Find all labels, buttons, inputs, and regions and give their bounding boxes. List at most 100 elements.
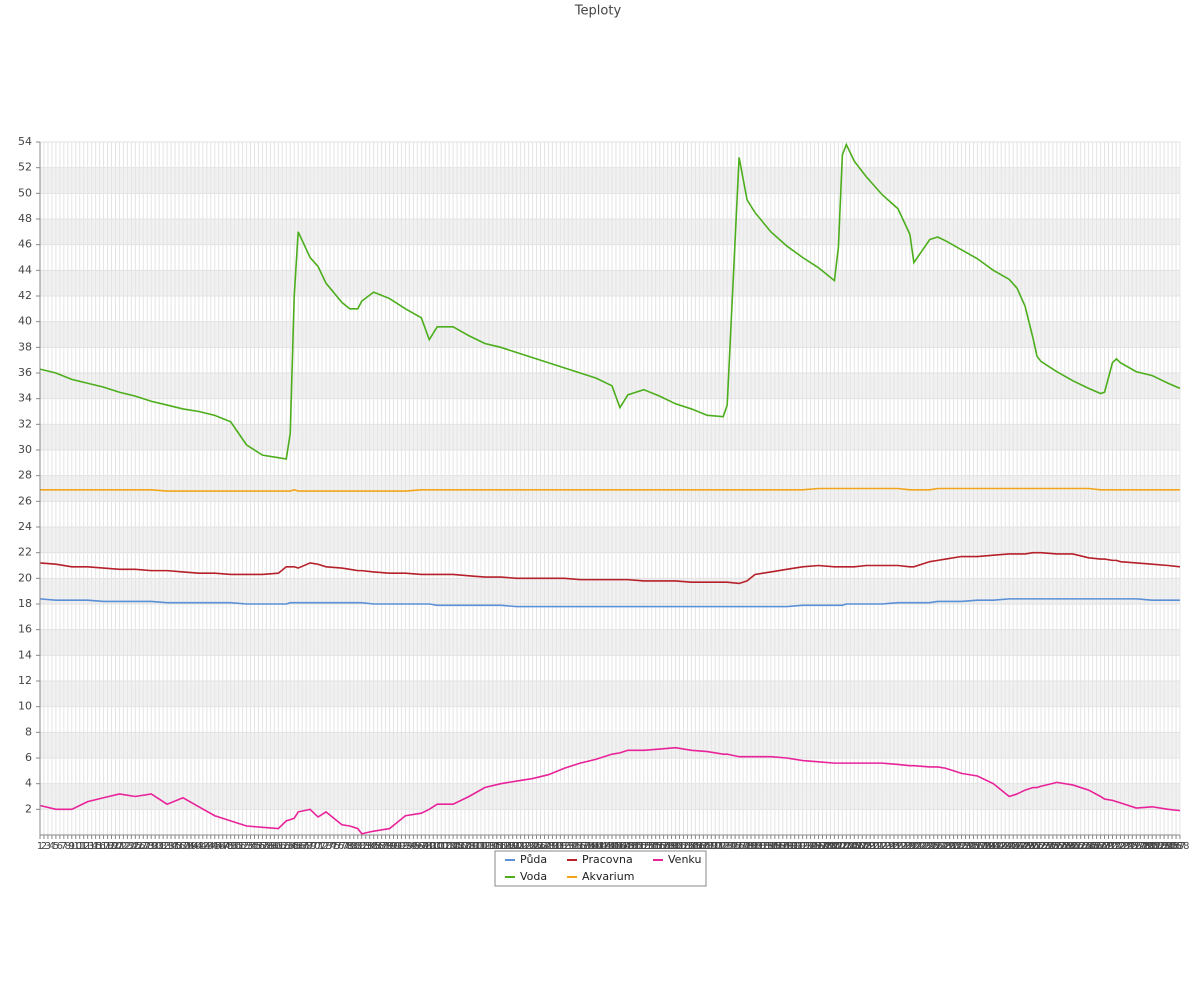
x-tick-label: 273 — [1111, 841, 1130, 852]
x-tick-label: 233 — [952, 841, 971, 852]
x-tick-label: 117 — [491, 841, 510, 852]
x-tick-label: 275 — [1119, 841, 1138, 852]
x-tick-label: 164 — [678, 841, 697, 852]
y-tick-label: 22 — [18, 546, 32, 559]
x-tick-label: 235 — [960, 841, 979, 852]
x-tick-label: 79 — [343, 841, 356, 852]
series-line — [39, 142, 1181, 460]
x-tick-label: 218 — [892, 841, 911, 852]
x-tick-label: 276 — [1123, 841, 1142, 852]
x-tick-label: 121 — [507, 841, 526, 852]
x-tick-label: 20 — [109, 841, 122, 852]
x-tick-label: 155 — [642, 841, 661, 852]
x-tick-label: 101 — [428, 841, 447, 852]
x-tick-label: 40 — [189, 841, 202, 852]
x-tick-label: 187 — [769, 841, 788, 852]
grid-band — [40, 219, 1180, 245]
x-tick-label: 25 — [129, 841, 142, 852]
x-tick-label: 216 — [884, 841, 903, 852]
x-tick-label: 116 — [487, 841, 506, 852]
x-tick-label: 253 — [1031, 841, 1050, 852]
x-tick-label: 53 — [240, 841, 253, 852]
x-tick-label: 260 — [1059, 841, 1078, 852]
grid-band — [40, 373, 1180, 399]
x-tick-label: 180 — [741, 841, 760, 852]
x-tick-label: 185 — [761, 841, 780, 852]
x-tick-label: 118 — [495, 841, 514, 852]
x-tick-label: 110 — [463, 841, 482, 852]
x-tick-label: 241 — [984, 841, 1003, 852]
x-tick-label: 125 — [523, 841, 542, 852]
x-tick-label: 59 — [264, 841, 277, 852]
x-tick-label: 56 — [252, 841, 265, 852]
x-tick-label: 267 — [1087, 841, 1106, 852]
x-tick-label: 194 — [797, 841, 816, 852]
y-tick-label: 38 — [18, 340, 32, 353]
x-tick-label: 29 — [145, 841, 158, 852]
x-tick-label: 279 — [1135, 841, 1154, 852]
x-tick-label: 166 — [686, 841, 705, 852]
series-line — [40, 487, 1180, 492]
x-tick-label: 119 — [499, 841, 518, 852]
x-tick-label: 266 — [1083, 841, 1102, 852]
x-tick-label: 193 — [793, 841, 812, 852]
y-tick-label: 10 — [18, 700, 32, 713]
x-tick-label: 98 — [419, 841, 432, 852]
y-tick-label: 16 — [18, 623, 32, 636]
x-tick-label: 11 — [73, 841, 86, 852]
x-tick-label: 270 — [1099, 841, 1118, 852]
x-tick-label: 143 — [594, 841, 613, 852]
legend-label: Voda — [520, 870, 547, 883]
x-tick-label: 112 — [471, 841, 490, 852]
x-tick-label: 41 — [193, 841, 206, 852]
x-tick-label: 1 — [37, 841, 43, 852]
legend-label: Půda — [520, 853, 547, 866]
x-tick-label: 21 — [113, 841, 126, 852]
x-tick-label: 258 — [1051, 841, 1070, 852]
x-tick-label: 202 — [829, 841, 848, 852]
x-tick-label: 82 — [355, 841, 368, 852]
x-tick-label: 247 — [1008, 841, 1027, 852]
x-tick-label: 5 — [53, 841, 59, 852]
x-tick-label: 174 — [718, 841, 737, 852]
x-tick-label: 129 — [539, 841, 558, 852]
y-tick-label: 42 — [18, 289, 32, 302]
x-tick-label: 88 — [379, 841, 392, 852]
x-tick-label: 156 — [646, 841, 665, 852]
x-tick-label: 44 — [204, 841, 217, 852]
x-tick-label: 148 — [614, 841, 633, 852]
x-tick-label: 186 — [765, 841, 784, 852]
x-tick-label: 106 — [448, 841, 467, 852]
x-tick-label: 66 — [292, 841, 305, 852]
grid-band — [40, 732, 1180, 758]
x-tick-label: 123 — [515, 841, 534, 852]
legend-label: Pracovna — [582, 853, 633, 866]
y-tick-label: 24 — [18, 520, 32, 533]
x-tick-label: 58 — [260, 841, 273, 852]
x-tick-label: 55 — [248, 841, 261, 852]
x-tick-label: 60 — [268, 841, 281, 852]
x-tick-label: 136 — [567, 841, 586, 852]
y-tick-label: 30 — [18, 443, 32, 456]
x-tick-label: 261 — [1063, 841, 1082, 852]
x-tick-label: 95 — [407, 841, 420, 852]
x-tick-label: 161 — [666, 841, 685, 852]
x-tick-label: 265 — [1079, 841, 1098, 852]
x-tick-label: 54 — [244, 841, 257, 852]
y-tick-label: 20 — [18, 571, 32, 584]
x-tick-label: 104 — [440, 841, 459, 852]
x-tick-label: 201 — [825, 841, 844, 852]
series-line — [39, 551, 1181, 585]
bands — [40, 167, 1180, 810]
x-tick-label: 207 — [849, 841, 868, 852]
x-tick-label: 165 — [682, 841, 701, 852]
x-tick-label: 225 — [920, 841, 939, 852]
x-tick-label: 64 — [284, 841, 297, 852]
grid-band — [40, 527, 1180, 553]
x-tick-label: 278 — [1131, 841, 1150, 852]
x-tick-label: 163 — [674, 841, 693, 852]
x-tick-label: 134 — [559, 841, 578, 852]
x-tick-label: 97 — [415, 841, 428, 852]
x-tick-label: 151 — [626, 841, 645, 852]
x-tick-label: 244 — [996, 841, 1015, 852]
